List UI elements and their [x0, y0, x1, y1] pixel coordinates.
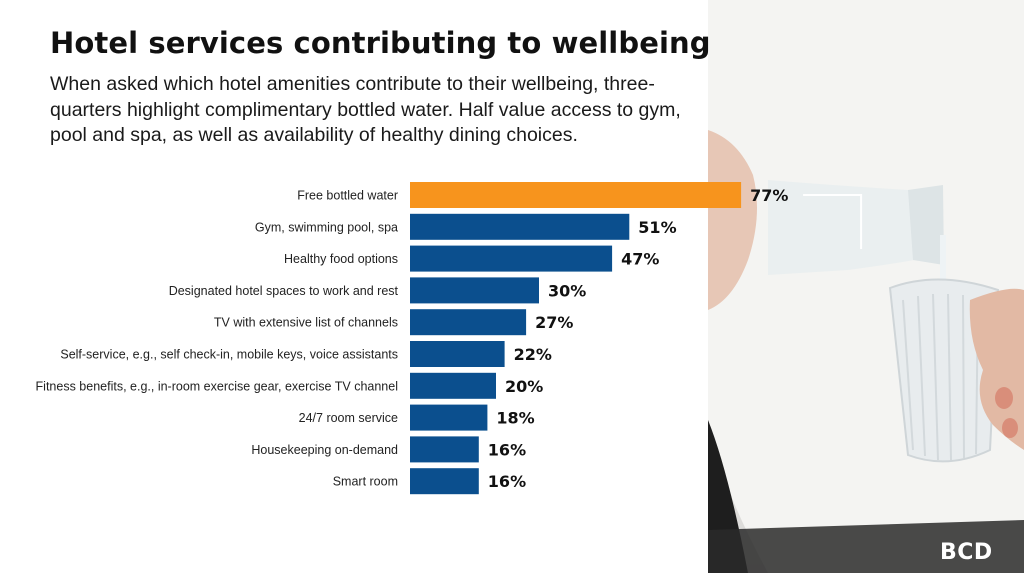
category-label-1: Gym, swimming pool, spa — [255, 220, 398, 234]
bar-2 — [410, 245, 613, 272]
bcd-logo: BCD — [940, 540, 993, 565]
bar-6 — [410, 372, 496, 399]
bar-5 — [410, 341, 505, 367]
value-label-9: 16% — [488, 472, 526, 491]
value-label-5: 22% — [514, 345, 552, 364]
category-label-2: Healthy food options — [284, 252, 398, 266]
photo-illustration — [708, 0, 1024, 573]
bar-4 — [410, 309, 527, 336]
photo-water-pouring — [708, 0, 1024, 573]
page-subtitle: When asked which hotel amenities contrib… — [50, 73, 681, 146]
category-label-9: Smart room — [333, 475, 398, 489]
value-label-4: 27% — [535, 313, 573, 332]
value-label-7: 18% — [496, 409, 534, 428]
value-label-0: 77% — [750, 186, 788, 205]
category-label-6: Fitness benefits, e.g., in-room exercise… — [36, 379, 398, 393]
page-title: Hotel services contributing to wellbeing — [50, 26, 711, 60]
highlight-leader-line — [803, 194, 863, 249]
value-label-2: 47% — [621, 250, 659, 269]
bar-9 — [410, 468, 479, 495]
category-label-5: Self-service, e.g., self check-in, mobil… — [60, 348, 398, 362]
value-label-6: 20% — [505, 377, 543, 396]
value-label-3: 30% — [548, 281, 586, 300]
category-label-7: 24/7 room service — [299, 411, 398, 425]
category-label-8: Housekeeping on-demand — [251, 443, 398, 457]
bar-8 — [410, 436, 479, 463]
bar-0 — [410, 182, 742, 208]
value-label-8: 16% — [488, 440, 526, 459]
value-label-1: 51% — [638, 218, 676, 237]
bar-7 — [410, 404, 488, 431]
category-label-3: Designated hotel spaces to work and rest — [169, 284, 399, 298]
category-label-4: TV with extensive list of channels — [214, 316, 398, 330]
bar-3 — [410, 277, 539, 304]
bar-1 — [410, 213, 630, 240]
category-label-0: Free bottled water — [297, 189, 398, 203]
